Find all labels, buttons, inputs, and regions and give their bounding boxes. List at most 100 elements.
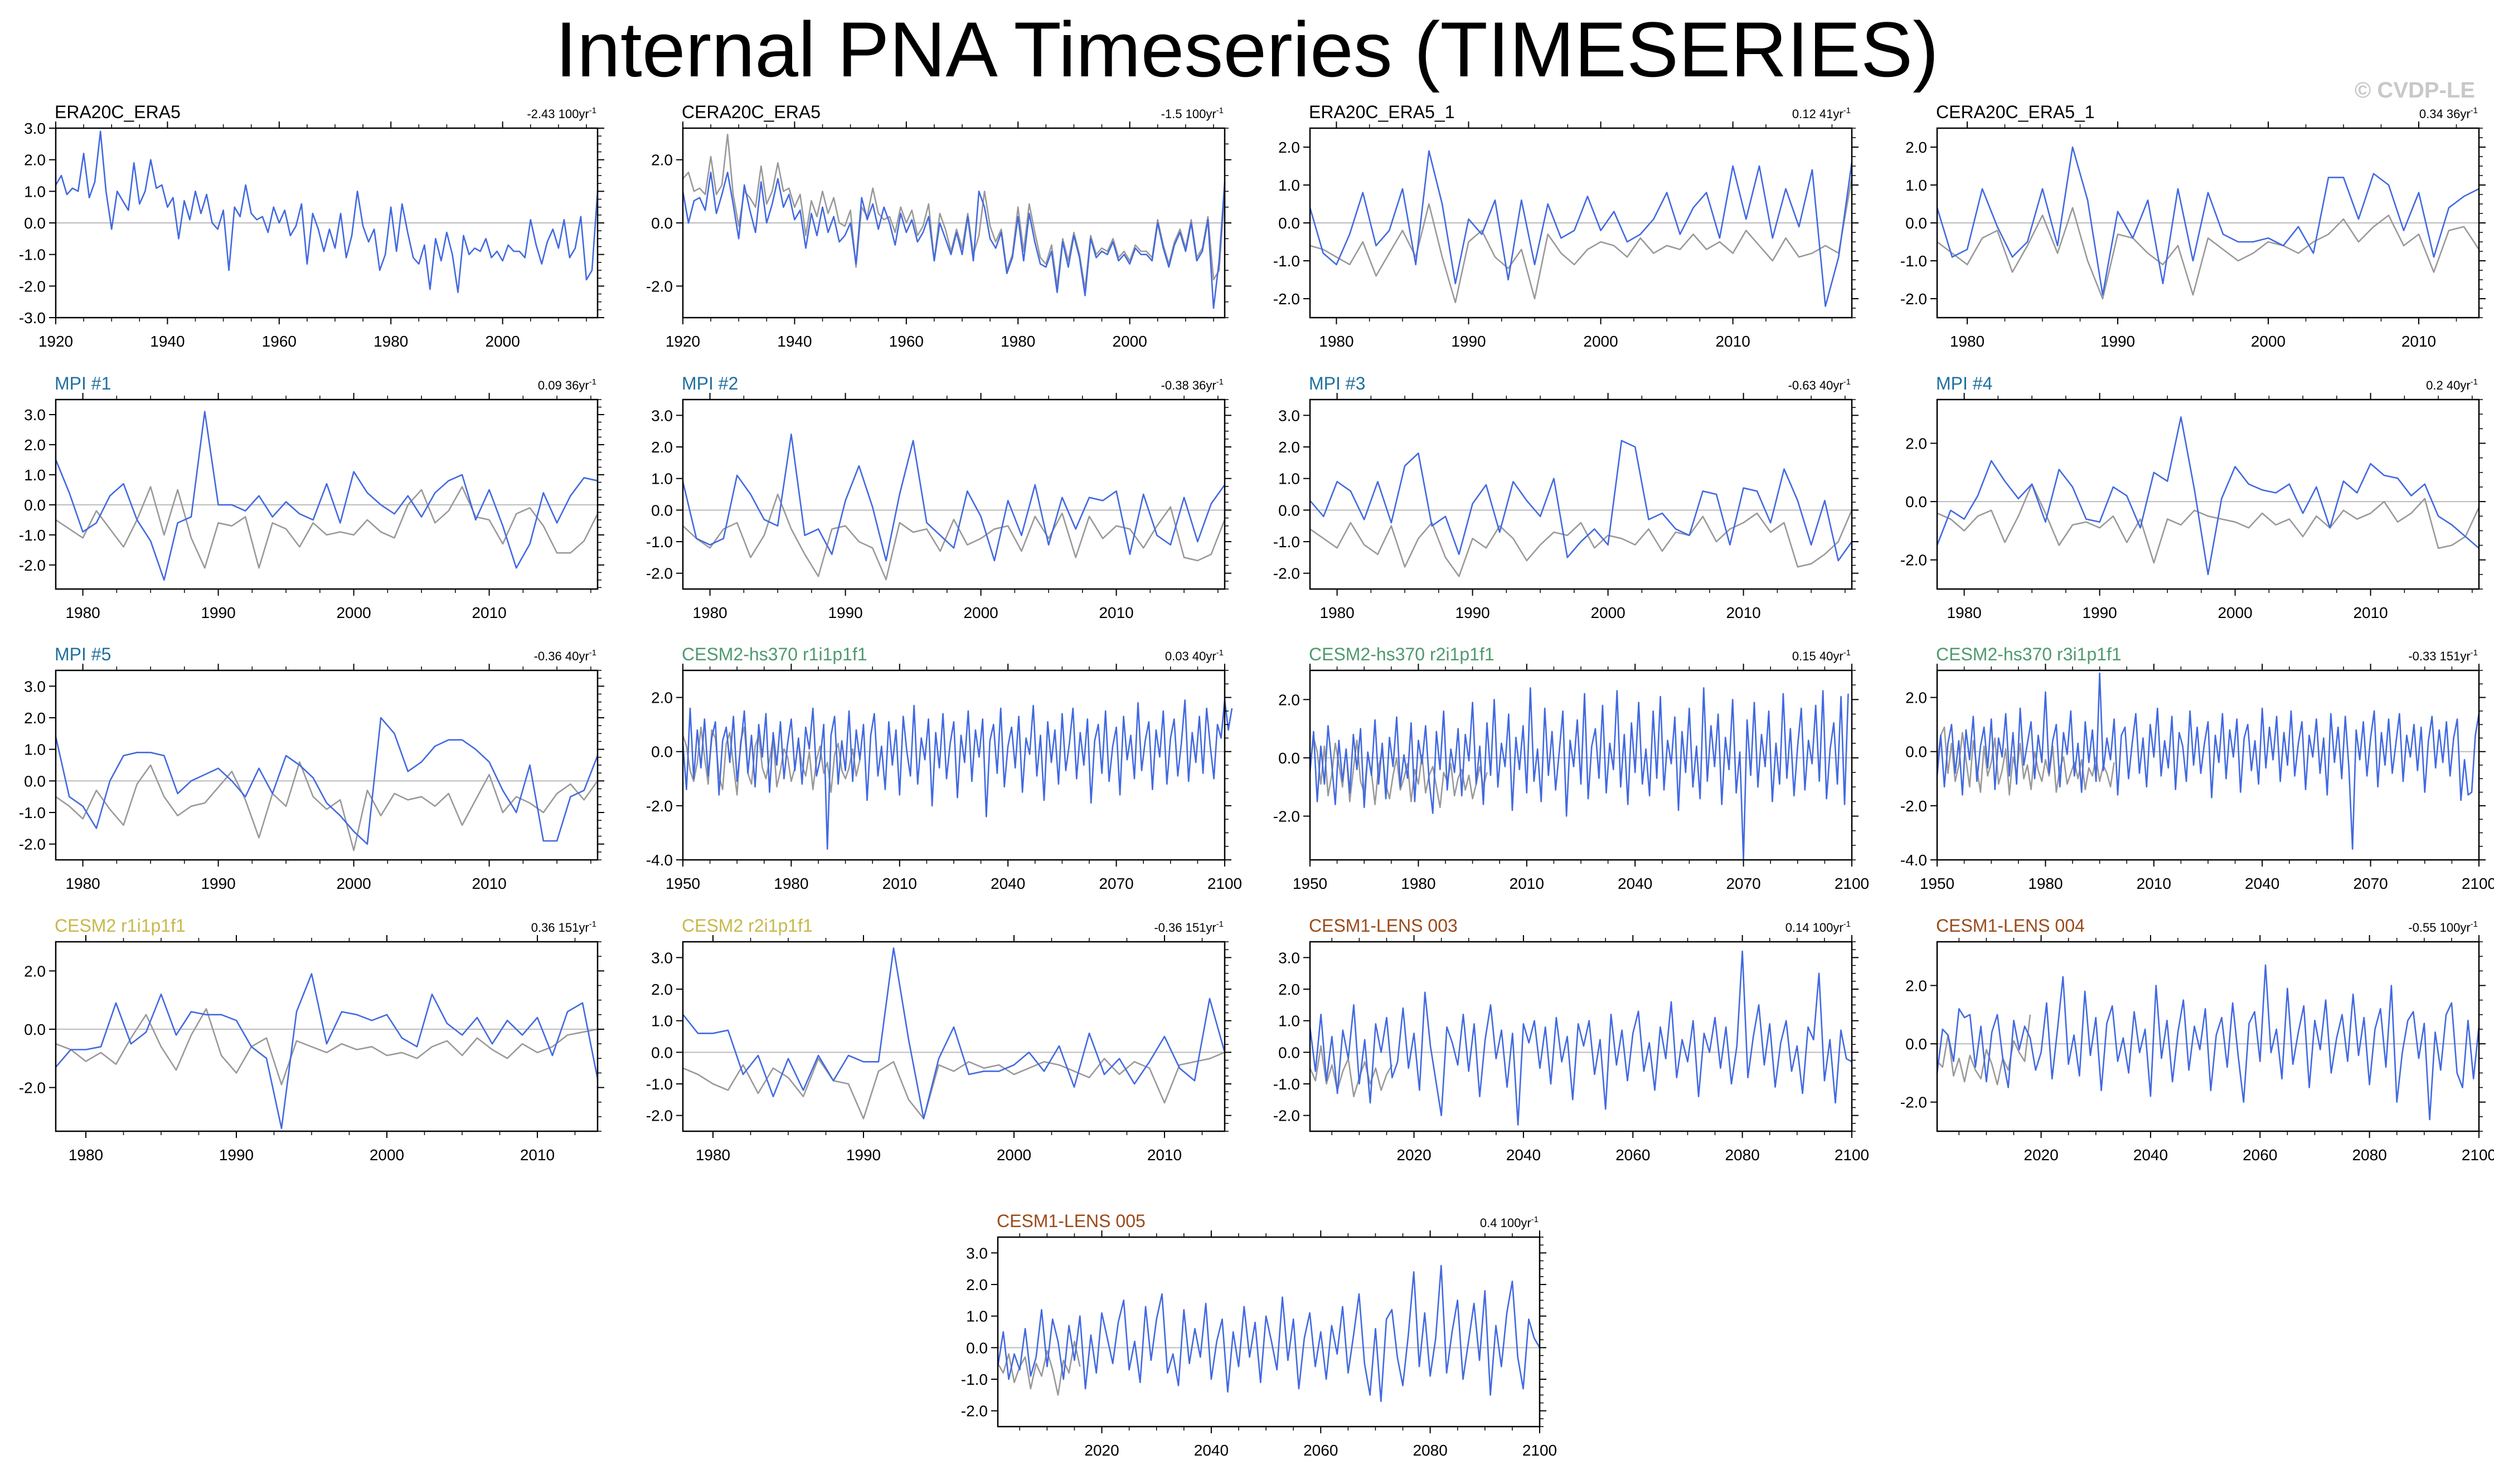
x-tick-label: 1980 [1401, 875, 1435, 892]
y-tick-label: 0.0 [651, 743, 673, 761]
series-line-2 [1309, 440, 1853, 562]
x-tick-label: 2040 [2245, 875, 2279, 892]
panel-trend: 0.12 41yr-1 [1792, 106, 1851, 121]
series-line-1 [1309, 737, 1488, 809]
x-tick-label: 2100 [1835, 875, 1869, 892]
y-tick-label: -2.0 [19, 1079, 46, 1097]
chart-panel-10: CESM2-hs370 r1i1p1f1 0.03 40yr-1 -4.0 -2.0 0… [646, 644, 1242, 892]
panel-title: CESM2 r1i1p1f1 [55, 916, 186, 936]
y-tick-label: 1.0 [1278, 1013, 1300, 1030]
series-line-1 [55, 1008, 598, 1086]
y-tick-label: -1.0 [646, 1076, 673, 1093]
y-tick-label: 3.0 [24, 120, 46, 137]
panel-trend: 0.2 40yr-1 [2426, 377, 2478, 392]
x-tick-label: 2040 [991, 875, 1025, 892]
y-tick-label: -2.0 [1900, 1094, 1927, 1111]
series-line-2 [1309, 150, 1853, 307]
x-tick-label: 2060 [1615, 1146, 1650, 1164]
y-tick-label: 2.0 [24, 152, 46, 169]
panel-trend: -0.36 40yr-1 [534, 648, 596, 663]
y-tick-label: 1.0 [24, 183, 46, 200]
panel-title: CESM1-LENS 005 [997, 1211, 1146, 1231]
chart-panel-5: MPI #1 0.09 36yr-1 -2.0 -1.0 0.0 1.0 2.0 3.0 198… [19, 373, 604, 621]
x-tick-label: 1990 [1455, 604, 1489, 621]
panel-trend: -2.43 100yr-1 [527, 106, 596, 121]
x-tick-label: 2010 [1715, 333, 1750, 350]
x-tick-label: 2100 [1522, 1442, 1557, 1459]
x-tick-label: 1990 [201, 875, 235, 892]
panel-title: MPI #4 [1936, 373, 1992, 393]
series-line-1 [55, 486, 599, 569]
plot-frame [55, 669, 599, 861]
panel-trend: 0.4 100yr-1 [1480, 1215, 1539, 1230]
plot-frame [1936, 669, 2480, 861]
x-tick-label: 2100 [2462, 1146, 2494, 1164]
x-tick-label: 2000 [963, 604, 998, 621]
y-tick-label: 2.0 [1905, 689, 1927, 707]
y-tick-label: -1.0 [1900, 252, 1927, 270]
y-tick-label: -2.0 [961, 1403, 988, 1420]
y-tick-label: 3.0 [651, 407, 673, 424]
y-tick-label: 1.0 [651, 470, 673, 488]
y-tick-label: 2.0 [651, 981, 673, 998]
series-line-2 [1936, 964, 2480, 1121]
x-tick-label: 2000 [336, 604, 371, 621]
panel-title: CESM2-hs370 r1i1p1f1 [682, 644, 867, 664]
y-tick-label: 0.0 [24, 497, 46, 514]
x-tick-label: 2010 [2353, 604, 2388, 621]
panel-title: ERA20C_ERA5 [55, 102, 181, 122]
y-tick-label: 0.0 [1905, 743, 1927, 761]
x-tick-label: 2080 [1725, 1146, 1759, 1164]
x-tick-label: 1990 [1451, 333, 1486, 350]
y-tick-label: 2.0 [1905, 977, 1927, 994]
y-tick-label: -3.0 [19, 309, 46, 327]
series-line-1 [1936, 726, 2115, 796]
y-tick-label: 2.0 [24, 709, 46, 727]
y-tick-label: 0.0 [1278, 502, 1300, 519]
y-tick-label: -2.0 [1900, 290, 1927, 308]
chart-panel-1: ERA20C_ERA5 -2.43 100yr-1 -3.0 -2.0 -1.0 0.0 1… [19, 102, 604, 350]
y-tick-label: -2.0 [1273, 1107, 1300, 1125]
y-tick-label: -1.0 [1273, 252, 1300, 270]
x-tick-label: 1980 [2028, 875, 2063, 892]
x-tick-label: 2040 [2133, 1146, 2168, 1164]
y-tick-label: 0.0 [1278, 750, 1300, 767]
series-line-2 [1309, 687, 1849, 861]
y-tick-label: 2.0 [24, 962, 46, 980]
panel-trend: 0.34 36yr-1 [2419, 106, 2478, 121]
panel-title: MPI #5 [55, 644, 111, 664]
series-line-2 [1309, 950, 1852, 1126]
y-tick-label: -2.0 [19, 836, 46, 853]
plot-frame [55, 398, 599, 590]
panel-trend: 0.09 36yr-1 [538, 377, 596, 392]
chart-panel-6: MPI #2 -0.38 36yr-1 -2.0 -1.0 0.0 1.0 2.0 3.0 19… [646, 373, 1231, 621]
x-tick-label: 2010 [2137, 875, 2171, 892]
series-line-1 [682, 1052, 1225, 1120]
y-tick-label: 0.0 [1905, 493, 1927, 510]
x-tick-label: 2100 [2462, 875, 2494, 892]
x-tick-label: 1980 [1950, 333, 1984, 350]
x-tick-label: 2000 [2251, 333, 2286, 350]
y-tick-label: -2.0 [1900, 552, 1927, 569]
chart-panel-12: CESM2-hs370 r3i1p1f1 -0.33 151yr-1 -4.0 -2.… [1900, 644, 2494, 892]
y-tick-label: 0.0 [966, 1339, 988, 1356]
x-tick-label: 2010 [1099, 604, 1133, 621]
x-tick-label: 1990 [219, 1146, 254, 1164]
y-tick-label: 1.0 [1278, 470, 1300, 488]
y-tick-label: 3.0 [24, 406, 46, 424]
y-tick-label: 2.0 [1905, 139, 1927, 156]
y-tick-label: -2.0 [646, 1107, 673, 1125]
x-tick-label: 2010 [472, 875, 506, 892]
y-tick-label: 0.0 [1278, 1044, 1300, 1061]
y-tick-label: 0.0 [24, 215, 46, 232]
chart-panel-2: CERA20C_ERA5 -1.5 100yr-1 -2.0 0.0 2.0 1920 19… [646, 102, 1231, 350]
series-line-1 [1309, 1045, 1393, 1097]
series-line-1 [1937, 1014, 2031, 1086]
x-tick-label: 1980 [774, 875, 808, 892]
panel-title: MPI #3 [1309, 373, 1365, 393]
x-tick-label: 2060 [2243, 1146, 2277, 1164]
y-tick-label: 1.0 [1278, 177, 1300, 194]
series-line-1 [55, 761, 599, 852]
panel-title: MPI #1 [55, 373, 111, 393]
series-line-2 [55, 717, 599, 845]
